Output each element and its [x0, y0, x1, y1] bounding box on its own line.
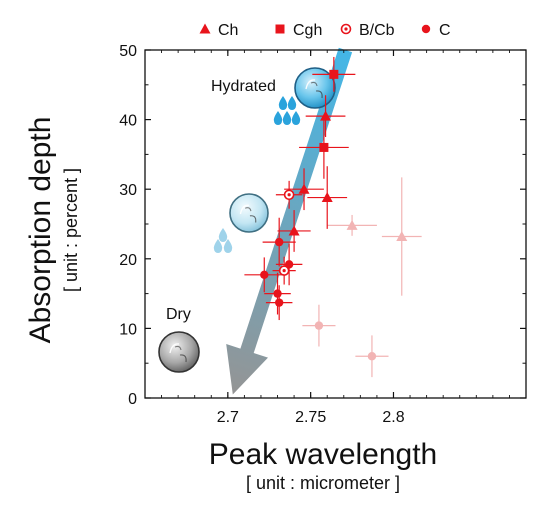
water-drop-icon [218, 228, 228, 242]
data-point [275, 243, 303, 286]
point-marker [329, 69, 339, 79]
point-marker [346, 219, 358, 230]
data-point [272, 256, 296, 285]
water-drop-icon [282, 111, 292, 125]
point-marker [274, 298, 284, 307]
point-marker [367, 352, 377, 361]
legend: Ch Cgh B/Cb C [199, 22, 451, 39]
legend-label: Cgh [293, 22, 322, 39]
y-tick-label: 40 [119, 113, 137, 130]
water-drop-icon [213, 239, 223, 253]
legend-label: C [439, 22, 451, 39]
data-points [244, 56, 356, 321]
water-drop-icon [287, 96, 297, 110]
y-tick-label: 0 [128, 391, 137, 408]
point-marker [319, 142, 329, 152]
data-point [262, 217, 296, 267]
x-tick-label: 2.75 [295, 409, 326, 426]
legend-label: Ch [218, 22, 238, 39]
data-point [327, 214, 377, 236]
point-marker [396, 231, 408, 242]
data-point [312, 56, 356, 92]
data-point [302, 304, 336, 347]
water-drop-icon [291, 111, 301, 125]
data-point [381, 177, 422, 296]
point-marker [273, 289, 282, 298]
trend-arrow [226, 47, 353, 395]
data-point [305, 95, 346, 137]
x-axis-unit: [ unit : micrometer ] [246, 473, 400, 493]
hydrated-label: Hydrated [211, 78, 276, 95]
x-axis-title: Peak wavelength [209, 438, 438, 471]
y-tick-label: 20 [119, 252, 137, 269]
y-tick-label: 30 [119, 182, 137, 199]
data-point [275, 180, 303, 209]
point-marker [314, 321, 324, 330]
legend-marker-triangle [199, 23, 211, 34]
y-tick-label: 50 [119, 43, 137, 60]
point-marker [274, 237, 284, 247]
point-marker [321, 192, 333, 203]
data-point [284, 168, 324, 211]
illustrations [158, 67, 336, 373]
legend-label: B/Cb [359, 22, 395, 39]
legend-marker-square [275, 24, 285, 34]
water-drop-icon [278, 96, 288, 110]
data-point [277, 210, 311, 252]
point-marker [288, 225, 300, 236]
y-axis-title: Absorption depth [24, 117, 57, 344]
legend-marker-circle [421, 24, 431, 34]
water-drop-icon [273, 111, 283, 125]
point-marker [284, 260, 294, 269]
data-point [265, 285, 293, 321]
dry-label: Dry [166, 306, 191, 323]
partially-hydrated-particle [229, 193, 269, 233]
legend-marker-open-circle [340, 23, 352, 35]
trend-arrow-shape [226, 47, 353, 395]
data-point [299, 116, 349, 179]
faint-data-points [302, 177, 422, 378]
axes: 0 10 20 30 40 50 2.7 2.75 2.8 [119, 43, 527, 426]
data-point [307, 166, 348, 229]
y-axis-unit: [ unit : percent ] [61, 168, 81, 292]
point-marker [260, 270, 269, 280]
point-marker [298, 183, 310, 194]
x-tick-label: 2.8 [382, 409, 404, 426]
water-drop-icon [223, 239, 233, 253]
point-marker [320, 110, 332, 121]
dry-particle [158, 331, 200, 373]
x-tick-label: 2.7 [217, 409, 239, 426]
point-marker [283, 189, 295, 201]
y-tick-label: 10 [119, 321, 137, 338]
data-point [355, 335, 389, 378]
